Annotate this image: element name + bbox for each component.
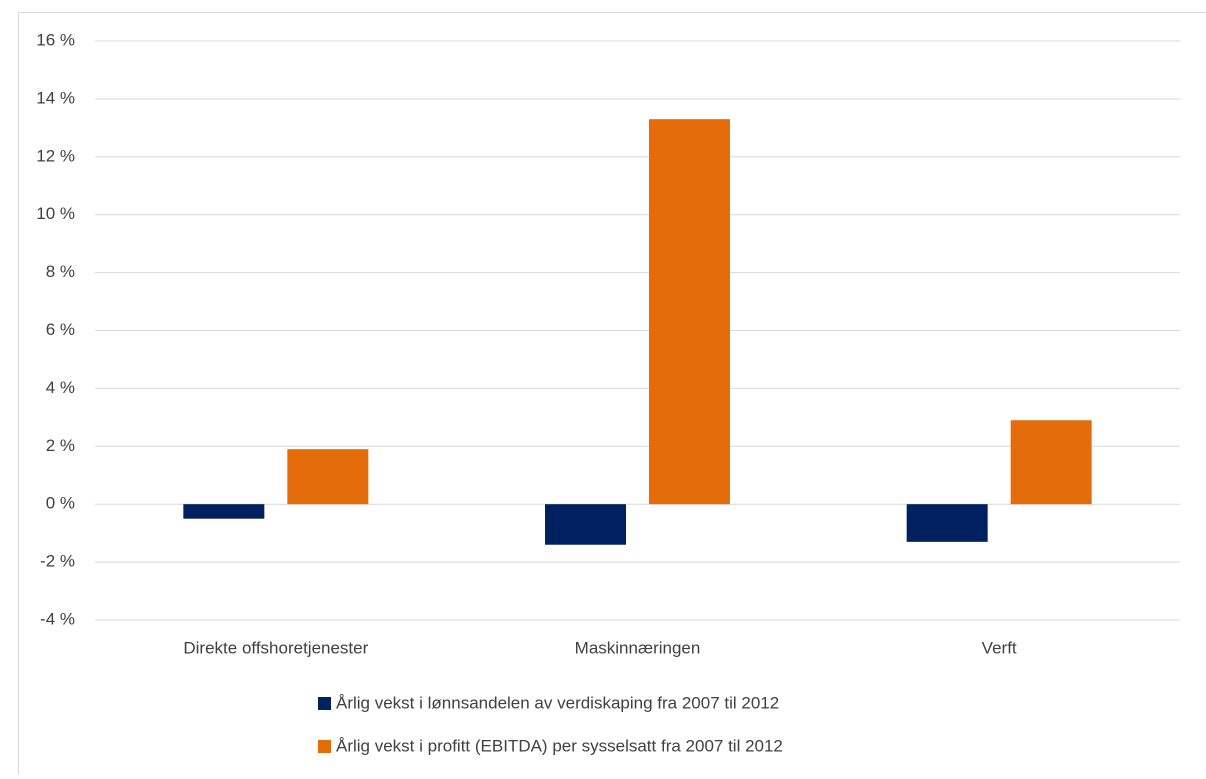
bar: [545, 504, 626, 545]
y-tick-label: 14 %: [36, 88, 75, 107]
y-tick-label: 8 %: [46, 262, 75, 281]
y-tick-label: 16 %: [36, 30, 75, 49]
legend-swatch: [318, 740, 331, 753]
y-tick-label: 10 %: [36, 204, 75, 223]
x-tick-label: Direkte offshoretjenester: [183, 638, 368, 657]
legend-label: Årlig vekst i profitt (EBITDA) per sysse…: [336, 736, 783, 755]
bar: [907, 504, 988, 542]
y-tick-label: 2 %: [46, 436, 75, 455]
x-tick-label: Maskinnæringen: [575, 638, 701, 657]
bar: [287, 449, 368, 504]
y-tick-label: -4 %: [40, 609, 75, 628]
bar: [1011, 420, 1092, 504]
y-tick-label: 4 %: [46, 378, 75, 397]
x-tick-label: Verft: [982, 638, 1017, 657]
bar: [183, 504, 264, 518]
bar: [649, 119, 730, 504]
legend-swatch: [318, 697, 331, 710]
legend-label: Årlig vekst i lønnsandelen av verdiskapi…: [336, 693, 779, 712]
y-tick-label: 6 %: [46, 320, 75, 339]
y-tick-label: 12 %: [36, 146, 75, 165]
y-tick-label: 0 %: [46, 494, 75, 513]
y-tick-label: -2 %: [40, 552, 75, 571]
chart-border: [19, 13, 1206, 775]
